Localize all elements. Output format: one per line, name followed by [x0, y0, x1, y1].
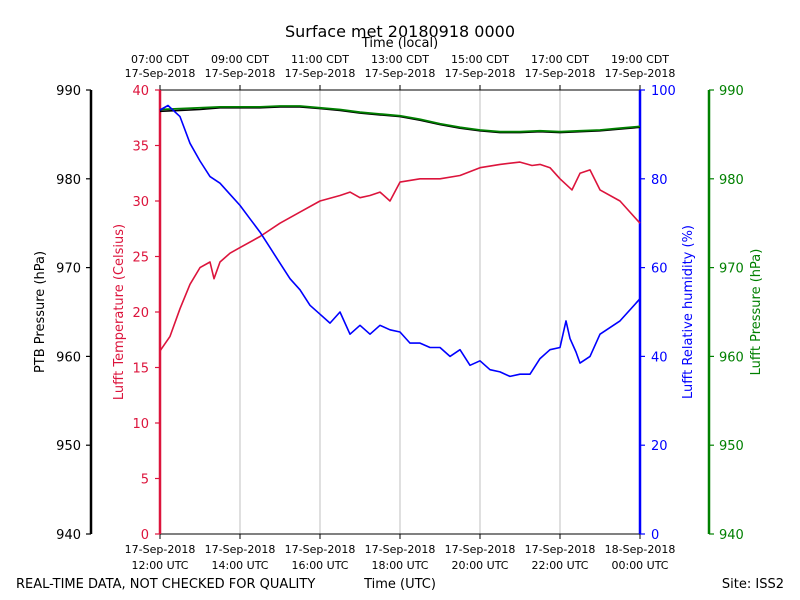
- x-tick-label-time: 16:00 UTC: [291, 559, 348, 572]
- top-tick-label-date: 17-Sep-2018: [365, 67, 436, 80]
- temp-tick-label: 20: [132, 306, 149, 321]
- x-tick-label-date: 17-Sep-2018: [365, 543, 436, 556]
- chart-title: Surface met 20180918 0000: [285, 22, 515, 41]
- top-tick-label-time: 09:00 CDT: [211, 53, 269, 66]
- lufft_p-tick-label: 980: [719, 173, 744, 188]
- lufft_p-tick-label: 970: [719, 262, 744, 277]
- x-tick-label-time: 00:00 UTC: [611, 559, 668, 572]
- x-tick-label-time: 12:00 UTC: [131, 559, 188, 572]
- temp-tick-label: 35: [132, 140, 149, 155]
- lufft_p-tick-label: 990: [719, 84, 744, 99]
- temp-axis-label: Lufft Temperature (Celsius): [112, 224, 127, 400]
- top-tick-label-time: 19:00 CDT: [611, 53, 669, 66]
- ptb-axis-label: PTB Pressure (hPa): [33, 251, 48, 373]
- plot-area: 17-Sep-2018 12:00 UTC 17-Sep-2018 14:00 UTC…: [33, 53, 764, 572]
- site-label: Site: ISS2: [722, 577, 784, 592]
- lufft_p-series-line: [159, 105, 641, 133]
- lufft_p-tick-label: 950: [719, 439, 744, 454]
- x-tick-label-date: 17-Sep-2018: [445, 543, 516, 556]
- top-tick-label-date: 17-Sep-2018: [285, 67, 356, 80]
- ptb-tick-label: 960: [56, 350, 81, 365]
- top-tick-label-date: 17-Sep-2018: [525, 67, 596, 80]
- temp-tick-label: 30: [132, 195, 149, 210]
- x-tick-label-date: 17-Sep-2018: [285, 543, 356, 556]
- lufft_p-axis-label: Lufft Pressure (hPa): [749, 249, 764, 376]
- rh-tick-label: 60: [651, 262, 668, 277]
- temp-tick-label: 40: [132, 84, 149, 99]
- top-tick-label-date: 17-Sep-2018: [605, 67, 676, 80]
- lufft_p-tick-label: 960: [719, 350, 744, 365]
- ptb-tick-label: 950: [56, 439, 81, 454]
- top-tick-label-date: 17-Sep-2018: [205, 67, 276, 80]
- x-tick-label-date: 17-Sep-2018: [125, 543, 196, 556]
- top-tick-label-time: 11:00 CDT: [291, 53, 349, 66]
- top-axis-label: Time (local): [361, 36, 438, 51]
- temp-tick-label: 15: [132, 362, 149, 377]
- temp-tick-label: 5: [141, 473, 149, 488]
- x-tick-label-time: 22:00 UTC: [531, 559, 588, 572]
- x-tick-label-time: 14:00 UTC: [211, 559, 268, 572]
- rh-tick-label: 20: [651, 439, 668, 454]
- rh-tick-label: 100: [651, 84, 676, 99]
- x-tick-label-time: 18:00 UTC: [371, 559, 428, 572]
- rh-series-line: [159, 104, 641, 378]
- x-tick-label-date: 17-Sep-2018: [525, 543, 596, 556]
- rh-tick-label: 80: [651, 173, 668, 188]
- ptb-tick-label: 940: [56, 528, 81, 543]
- x-tick-label-date: 17-Sep-2018: [205, 543, 276, 556]
- bottom-axis-label: Time (UTC): [363, 577, 436, 592]
- ptb-tick-label: 990: [56, 84, 81, 99]
- temp-tick-label: 25: [132, 251, 149, 266]
- top-tick-label-date: 17-Sep-2018: [445, 67, 516, 80]
- ptb-tick-label: 980: [56, 173, 81, 188]
- temp-tick-label: 0: [141, 528, 149, 543]
- temp-tick-label: 10: [132, 417, 149, 432]
- top-tick-label-time: 15:00 CDT: [451, 53, 509, 66]
- rh-tick-label: 40: [651, 350, 668, 365]
- quality-disclaimer: REAL-TIME DATA, NOT CHECKED FOR QUALITY: [16, 577, 315, 592]
- x-tick-label-time: 20:00 UTC: [451, 559, 508, 572]
- lufft_p-tick-label: 940: [719, 528, 744, 543]
- rh-tick-label: 0: [651, 528, 659, 543]
- top-tick-label-time: 13:00 CDT: [371, 53, 429, 66]
- temp-series-line: [159, 161, 641, 352]
- x-tick-label-date: 18-Sep-2018: [605, 543, 676, 556]
- top-tick-label-time: 07:00 CDT: [131, 53, 189, 66]
- rh-axis-label: Lufft Relative humidity (%): [681, 225, 696, 399]
- top-tick-label-time: 17:00 CDT: [531, 53, 589, 66]
- top-tick-label-date: 17-Sep-2018: [125, 67, 196, 80]
- ptb-tick-label: 970: [56, 262, 81, 277]
